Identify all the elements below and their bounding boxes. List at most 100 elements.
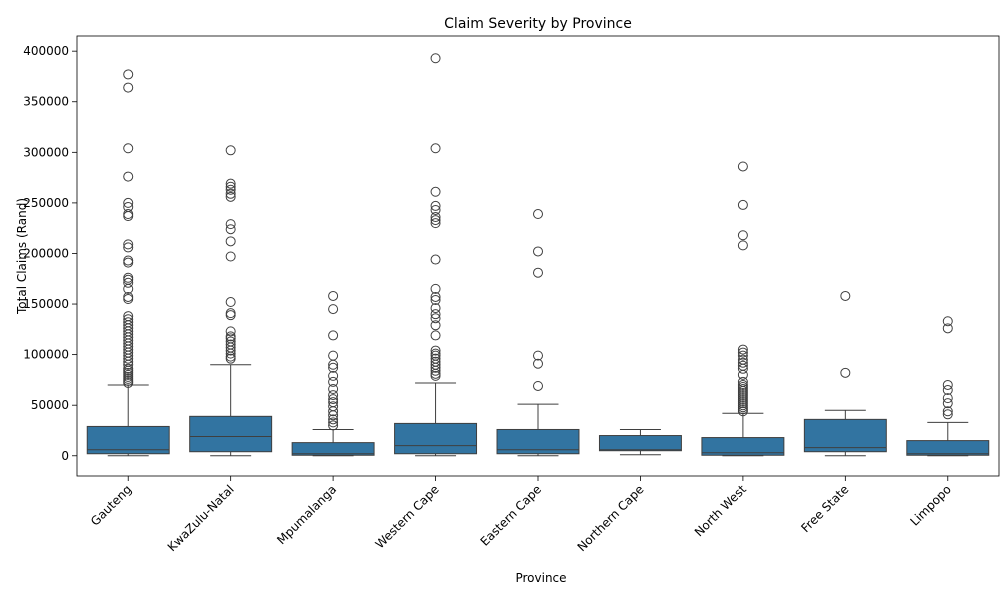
outlier-point (225, 145, 236, 156)
outlier-point (328, 304, 339, 315)
x-axis-title: Province (515, 571, 566, 585)
outlier-point (225, 308, 236, 319)
y-tick-label: 150000 (23, 297, 69, 311)
box-iqr (86, 425, 170, 455)
box-group (189, 145, 273, 457)
outlier-point (533, 350, 543, 361)
plot-frame (76, 35, 1000, 477)
outlier-point (430, 204, 441, 215)
y-tick-label: 350000 (23, 95, 69, 109)
outlier-point (737, 240, 748, 251)
outlier-point (328, 370, 339, 381)
box-iqr (701, 437, 785, 456)
outlier-point (225, 336, 236, 347)
box-iqr (291, 442, 375, 456)
outlier-point (942, 379, 953, 390)
outlier-point (328, 420, 339, 431)
y-tick-label: 200000 (23, 246, 69, 260)
box-group (598, 428, 682, 456)
outlier-point (737, 230, 748, 241)
outlier-point (328, 384, 339, 395)
outlier-point (123, 239, 134, 250)
outlier-point (942, 385, 953, 396)
outlier-point (225, 224, 236, 235)
outlier-point (328, 394, 339, 405)
outlier-point (328, 401, 339, 412)
outlier-point (942, 398, 953, 409)
outlier-point (430, 295, 441, 305)
outlier-point (430, 313, 441, 324)
outlier-point (430, 309, 441, 320)
outlier-point (533, 380, 543, 391)
outlier-point (225, 236, 236, 247)
y-tick-label: 300000 (23, 145, 69, 159)
outlier-point (840, 367, 851, 378)
outlier-point (737, 360, 748, 371)
outlier-point (942, 406, 953, 417)
outlier-point (225, 181, 236, 192)
outlier-point (328, 350, 339, 361)
outlier-point (123, 209, 134, 220)
box-group (803, 290, 887, 457)
outlier-point (533, 209, 543, 220)
box-group (906, 316, 990, 457)
y-tick-label: 0 (61, 449, 69, 463)
outlier-point (225, 297, 236, 308)
outlier-point (430, 356, 441, 367)
y-tick-label: 400000 (23, 44, 69, 58)
outlier-point (430, 200, 441, 211)
outlier-point (533, 246, 543, 257)
outlier-point (328, 376, 339, 387)
outlier-point (225, 188, 236, 199)
outlier-point (123, 277, 134, 288)
outlier-point (328, 414, 339, 425)
box-group (394, 53, 478, 457)
outlier-point (328, 397, 339, 408)
outlier-point (123, 314, 134, 325)
outlier-point (123, 171, 134, 182)
outlier-point (225, 331, 236, 342)
y-tick-label: 100000 (23, 348, 69, 362)
outlier-point (430, 320, 441, 331)
outlier-point (225, 219, 236, 230)
outlier-point (328, 290, 339, 301)
box-iqr (906, 440, 990, 456)
outlier-point (123, 272, 134, 283)
y-tick-label: 250000 (23, 196, 69, 210)
box-iqr (803, 418, 887, 453)
box-iqr (598, 435, 682, 452)
outlier-point (123, 363, 134, 374)
outlier-point (430, 215, 441, 226)
plot-area (86, 53, 990, 457)
outlier-point (430, 348, 441, 359)
outlier-point (328, 417, 339, 428)
outlier-point (737, 350, 748, 361)
outlier-point (430, 345, 441, 356)
y-tick-label: 50000 (31, 398, 69, 412)
outlier-point (737, 357, 748, 368)
box-iqr (394, 422, 478, 455)
outlier-point (430, 186, 441, 197)
outlier-point (123, 317, 134, 328)
outlier-point (737, 347, 748, 358)
outlier-point (225, 191, 236, 202)
outlier-point (123, 291, 134, 302)
box-group (291, 290, 375, 457)
chart-title: Claim Severity by Province (444, 16, 632, 32)
outlier-point (942, 393, 953, 404)
outlier-point (430, 254, 441, 265)
box-group (496, 209, 580, 457)
outlier-point (737, 161, 748, 172)
outlier-point (123, 143, 134, 154)
outlier-point (123, 197, 134, 208)
box-iqr (189, 415, 273, 453)
outlier-point (430, 303, 441, 314)
outlier-point (942, 323, 953, 334)
outlier-point (328, 390, 339, 401)
outlier-point (328, 362, 339, 373)
outlier-point (430, 53, 441, 64)
outlier-point (430, 291, 441, 302)
outlier-point (225, 184, 236, 195)
outlier-point (533, 267, 543, 278)
